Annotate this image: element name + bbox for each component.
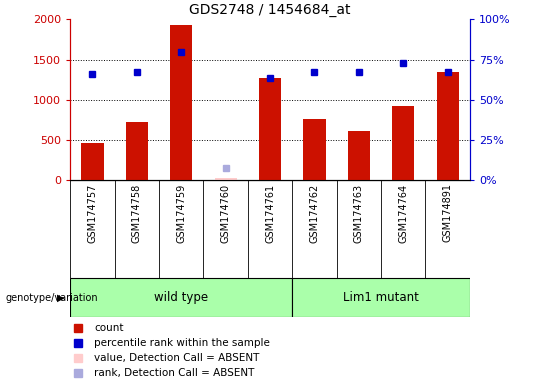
Bar bbox=[303, 119, 326, 180]
Bar bbox=[70, 278, 292, 317]
Text: percentile rank within the sample: percentile rank within the sample bbox=[94, 338, 270, 348]
Text: genotype/variation: genotype/variation bbox=[5, 293, 98, 303]
Text: rank, Detection Call = ABSENT: rank, Detection Call = ABSENT bbox=[94, 368, 254, 378]
Text: GSM174757: GSM174757 bbox=[87, 184, 97, 243]
Text: GSM174761: GSM174761 bbox=[265, 184, 275, 243]
Bar bbox=[436, 73, 458, 180]
Text: Lim1 mutant: Lim1 mutant bbox=[343, 291, 419, 304]
Text: GSM174764: GSM174764 bbox=[398, 184, 408, 243]
Text: GSM174758: GSM174758 bbox=[132, 184, 142, 243]
Bar bbox=[82, 142, 104, 180]
Text: ▶: ▶ bbox=[57, 293, 65, 303]
Bar bbox=[214, 178, 237, 180]
Bar bbox=[292, 278, 470, 317]
Text: wild type: wild type bbox=[154, 291, 208, 304]
Text: GSM174762: GSM174762 bbox=[309, 184, 319, 243]
Text: GSM174760: GSM174760 bbox=[221, 184, 231, 243]
Text: value, Detection Call = ABSENT: value, Detection Call = ABSENT bbox=[94, 353, 260, 363]
Bar bbox=[392, 106, 414, 180]
Text: GSM174759: GSM174759 bbox=[176, 184, 186, 243]
Title: GDS2748 / 1454684_at: GDS2748 / 1454684_at bbox=[189, 3, 351, 17]
Bar bbox=[170, 25, 192, 180]
Text: GSM174763: GSM174763 bbox=[354, 184, 364, 243]
Text: count: count bbox=[94, 323, 124, 333]
Bar bbox=[348, 131, 370, 180]
Bar bbox=[259, 78, 281, 180]
Bar bbox=[126, 122, 148, 180]
Text: GSM174891: GSM174891 bbox=[443, 184, 453, 242]
